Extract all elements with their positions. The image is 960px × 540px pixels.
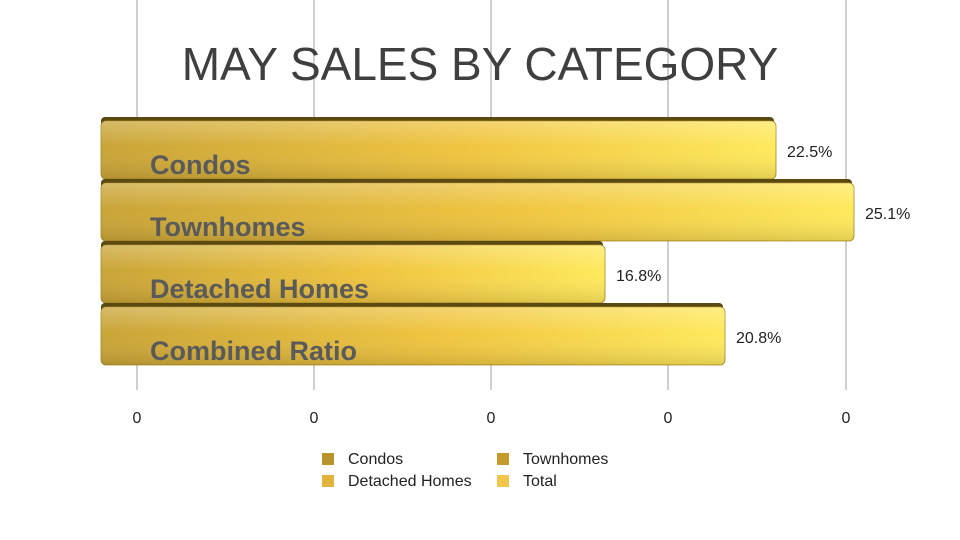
chart-title: MAY SALES BY CATEGORY [182, 38, 779, 90]
category-label: Townhomes [150, 212, 306, 242]
bar-highlight [101, 121, 776, 179]
category-label: Condos [150, 150, 251, 180]
legend-label: Total [523, 473, 557, 490]
bar-highlight [101, 245, 605, 303]
x-tick-label: 0 [842, 410, 851, 427]
legend-label: Detached Homes [348, 473, 472, 490]
x-tick-label: 0 [487, 410, 496, 427]
legend-swatch [322, 453, 334, 465]
x-tick-label: 0 [133, 410, 142, 427]
value-label: 22.5% [787, 144, 832, 161]
legend-label: Townhomes [523, 451, 608, 468]
legend-label: Condos [348, 451, 403, 468]
bars [100, 117, 855, 366]
value-label: 16.8% [616, 268, 661, 285]
value-label: 20.8% [736, 330, 781, 347]
bar-highlight [101, 183, 854, 241]
category-label: Combined Ratio [150, 336, 357, 366]
bar-highlight [101, 307, 725, 365]
value-labels: 22.5% 25.1% 16.8% 20.8% [616, 144, 910, 347]
x-axis-ticks: 0 0 0 0 0 [133, 410, 851, 427]
legend: Condos Townhomes Detached Homes Total [322, 451, 608, 490]
category-label: Detached Homes [150, 274, 369, 304]
legend-swatch [322, 475, 334, 487]
legend-swatch [497, 475, 509, 487]
value-label: 25.1% [865, 206, 910, 223]
x-tick-label: 0 [310, 410, 319, 427]
category-labels: Condos Townhomes Detached Homes Combined Ra… [150, 150, 369, 366]
x-tick-label: 0 [664, 410, 673, 427]
legend-swatch [497, 453, 509, 465]
